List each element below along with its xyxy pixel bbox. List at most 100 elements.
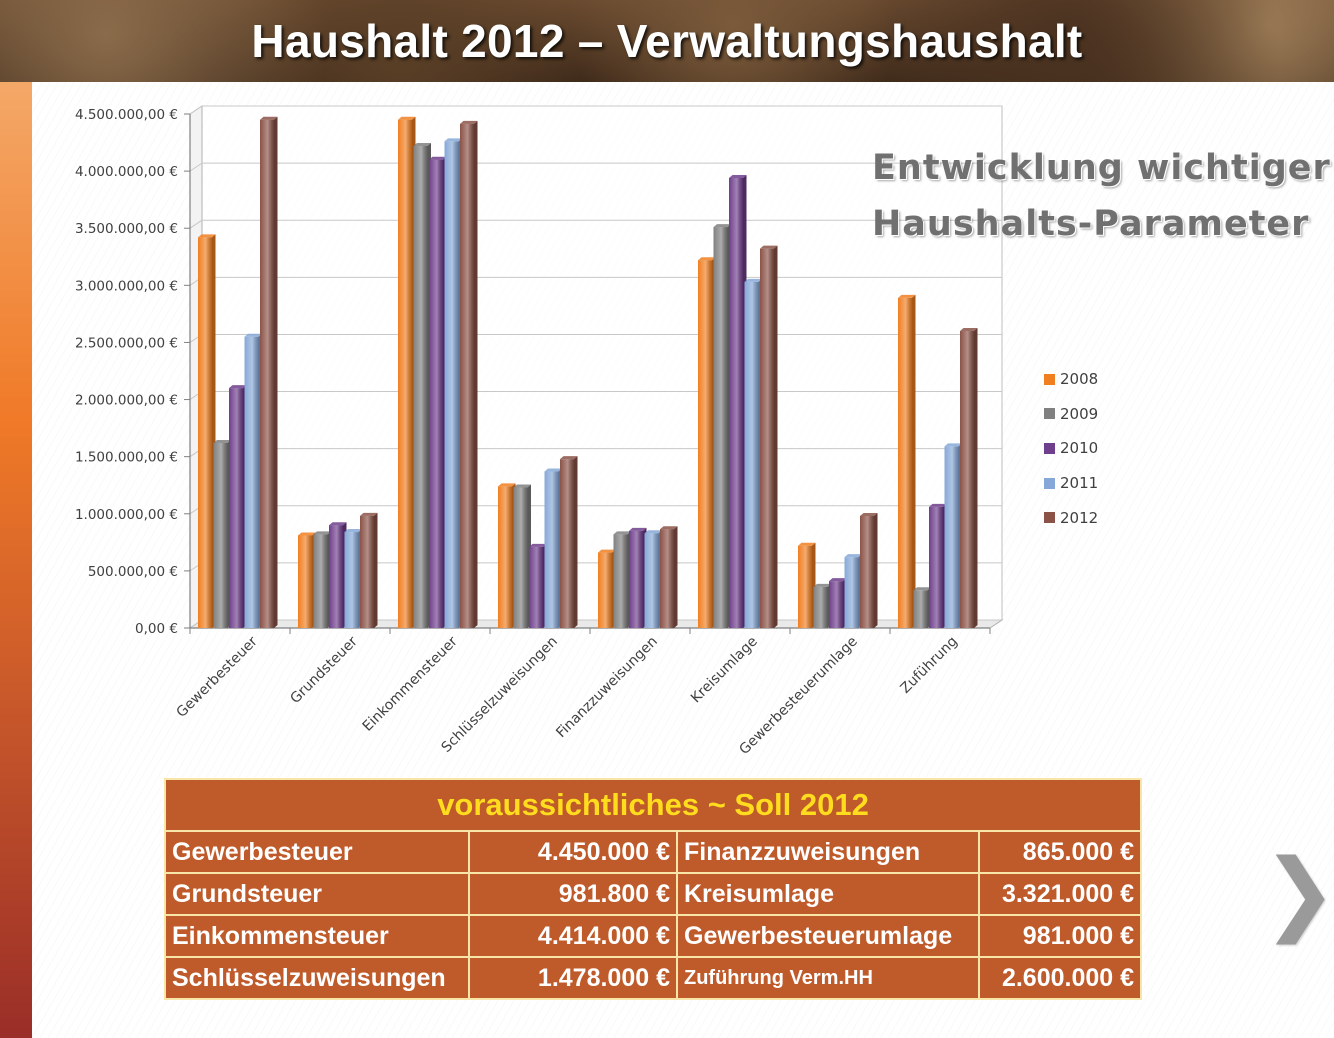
bar	[444, 138, 462, 628]
bars	[198, 116, 978, 629]
bar	[760, 245, 778, 628]
bar	[344, 529, 362, 628]
bar	[898, 294, 916, 628]
bar	[529, 543, 547, 628]
row-label: Schlüsselzuweisungen	[164, 956, 470, 1000]
bar	[744, 278, 762, 628]
legend-item: 2009	[1044, 397, 1098, 432]
row-value: 3.321.000 €	[977, 872, 1143, 916]
row-label: Kreisumlage	[676, 872, 980, 916]
y-tick-label: 2.000.000,00 €	[75, 393, 178, 409]
x-tick-label: Gewerbesteuer	[174, 633, 261, 720]
x-tick-label: Gewerbesteuerumlage	[736, 634, 860, 758]
bar	[329, 522, 347, 628]
bar	[244, 333, 262, 628]
bar	[798, 542, 816, 628]
row-label: Einkommensteuer	[164, 914, 470, 958]
bar	[560, 456, 578, 628]
y-tick-label: 500.000,00 €	[88, 564, 178, 580]
row-value: 4.414.000 €	[468, 914, 678, 958]
gridline	[189, 105, 203, 115]
y-tick-label: 0,00 €	[135, 621, 178, 637]
bar	[913, 587, 931, 628]
table-caption: voraussichtliches ~ Soll 2012	[163, 778, 1143, 832]
bar	[498, 483, 516, 628]
row-value: 1.478.000 €	[468, 956, 678, 1000]
y-tick-label: 1.000.000,00 €	[75, 507, 178, 523]
row-label: Finanzzuweisungen	[676, 830, 980, 874]
x-tick-label: Einkommensteuer	[360, 633, 461, 734]
table-row: Gewerbesteuer 4.450.000 € Finanzzuweisun…	[164, 830, 1143, 874]
y-tick-label: 4.500.000,00 €	[75, 107, 178, 123]
bar	[198, 234, 216, 629]
bar	[313, 531, 331, 628]
page-title: Haushalt 2012 – Verwaltungshaushalt	[251, 15, 1083, 67]
row-value: 865.000 €	[977, 830, 1143, 874]
bar	[513, 484, 531, 628]
bar	[629, 527, 647, 628]
y-tick-label: 3.000.000,00 €	[75, 278, 178, 294]
row-label: Grundsteuer	[164, 872, 470, 916]
legend-label: 2012	[1060, 508, 1099, 527]
bar-chart: 0,00 € 500.000,00 € 1.000.000,00 € 1.500.00…	[75, 105, 1004, 758]
bar	[829, 578, 847, 628]
bar	[860, 512, 878, 628]
legend-swatch	[1044, 373, 1055, 385]
x-tick-label: Zuführung	[898, 634, 961, 697]
legend-swatch	[1044, 477, 1055, 489]
bar	[813, 583, 831, 628]
bar	[398, 116, 416, 628]
title-bar: Haushalt 2012 – Verwaltungshaushalt	[0, 0, 1334, 82]
bar	[544, 468, 562, 628]
bar	[729, 174, 747, 628]
left-decor-strip	[0, 82, 32, 1038]
bar	[413, 142, 431, 628]
x-tick-label: Finanzzuweisungen	[553, 634, 661, 742]
soll-2012-table: voraussichtliches ~ Soll 2012 Gewerbeste…	[163, 778, 1143, 1000]
x-tick-label: Schlüsselzuweisungen	[439, 634, 561, 756]
row-value: 2.600.000 €	[977, 956, 1143, 1000]
legend-swatch	[1044, 408, 1055, 420]
bar	[260, 116, 278, 628]
bar	[698, 257, 716, 628]
bar	[598, 549, 616, 628]
legend-swatch	[1044, 512, 1055, 524]
table-row: Einkommensteuer 4.414.000 € Gewerbesteue…	[164, 914, 1143, 958]
y-tick-label: 2.500.000,00 €	[75, 335, 178, 351]
legend-item: 2010	[1044, 431, 1098, 466]
table-row: Schlüsselzuweisungen 1.478.000 € Zuführu…	[164, 956, 1143, 1000]
bar	[298, 532, 316, 628]
legend-item: 2012	[1044, 500, 1098, 535]
legend-label: 2010	[1060, 439, 1099, 458]
bar	[660, 526, 678, 628]
bar	[929, 503, 947, 628]
row-value: 981.000 €	[977, 914, 1143, 958]
bar	[460, 120, 478, 628]
legend-swatch	[1044, 442, 1055, 454]
subtitle-line-1: Entwicklung wichtiger	[872, 148, 1331, 188]
row-label: Zuführung Verm.HH	[676, 956, 980, 1000]
row-value: 4.450.000 €	[468, 830, 678, 874]
gridline	[189, 219, 203, 229]
bar	[213, 439, 231, 628]
bar	[613, 531, 631, 628]
legend-label: 2008	[1060, 370, 1099, 389]
bar	[844, 554, 862, 628]
subtitle-line-2: Haushalts-Parameter	[872, 204, 1310, 244]
legend-label: 2011	[1060, 474, 1099, 493]
x-tick-label: Grundsteuer	[287, 633, 361, 707]
y-tick-label: 1.500.000,00 €	[75, 450, 178, 466]
next-slide-chevron-icon[interactable]: ❯	[1262, 840, 1334, 945]
bar	[360, 512, 378, 628]
bar	[229, 385, 247, 628]
row-label: Gewerbesteuer	[164, 830, 470, 874]
table-row: Grundsteuer 981.800 € Kreisumlage 3.321.…	[164, 872, 1143, 916]
y-tick-label: 4.000.000,00 €	[75, 164, 178, 180]
bar	[429, 156, 447, 628]
y-tick-label: 3.500.000,00 €	[75, 221, 178, 237]
row-value: 981.800 €	[468, 872, 678, 916]
chart-subtitle: Entwicklung wichtiger Haushalts-Paramete…	[872, 140, 1332, 252]
row-label: Gewerbesteuerumlage	[676, 914, 980, 958]
bar	[960, 328, 978, 628]
bar	[713, 224, 731, 628]
